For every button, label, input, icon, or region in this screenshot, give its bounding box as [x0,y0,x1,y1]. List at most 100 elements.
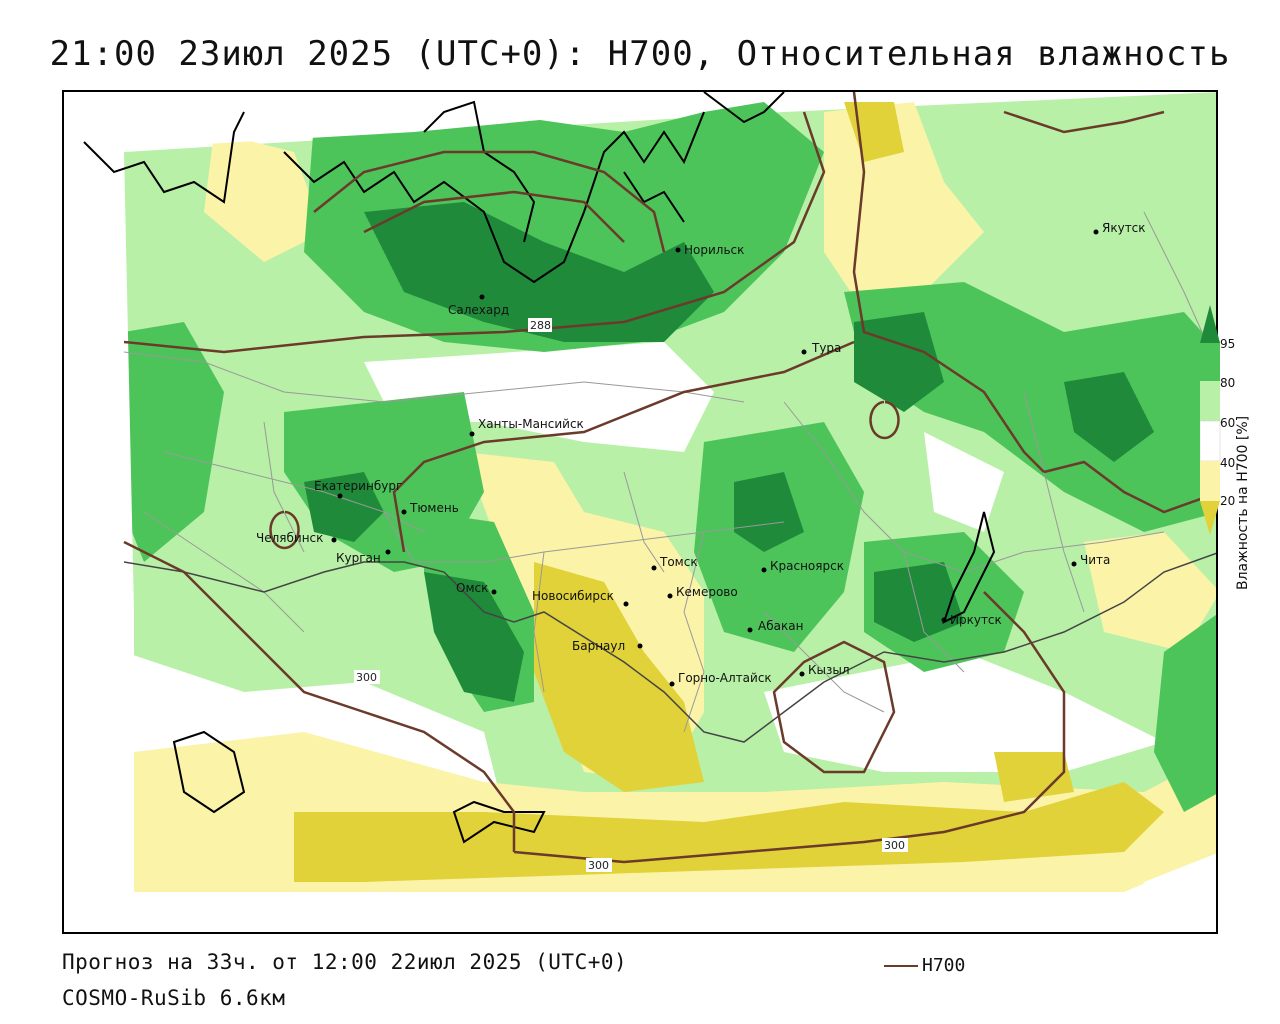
city-label: Чита [1080,553,1110,567]
city-norilsk: Норильск [675,243,744,257]
humidity-band-80-e [844,282,1216,532]
humidity-map: 288 300 300 300 Якутск Норильск Салехард… [64,92,1216,932]
contour-label-300-a: 300 [356,671,377,684]
outside-domain-bottom-right [1125,853,1216,932]
contour-inner-b [363,190,625,243]
admin-boundaries [123,211,1216,733]
humidity-band-0-a [534,562,704,792]
humidity-field [124,92,1216,892]
humidity-band-95-a [364,202,714,342]
city-yekaterinburg: Екатеринбург [314,479,402,499]
contour-288 [123,111,826,354]
city-label: Иркутск [950,613,1002,627]
contour-east [852,92,1045,473]
city-label: Курган [336,551,381,565]
contour-labels: 288 300 300 300 [354,318,908,872]
russia-border [123,552,1216,743]
colorbar-bottom-triangle [1200,501,1220,535]
humidity-band-20-d [204,132,324,262]
humidity-band-20-e [1084,532,1216,652]
humidity-band-40-d [924,432,1004,532]
humidity-band-95-c [304,472,384,542]
contour-inner-a [313,150,666,253]
city-label: Екатеринбург [314,479,402,493]
humidity-band-95-g [1064,372,1154,462]
city-chelyabinsk: Челябинск [256,531,337,545]
humidity-band-0-c [844,102,904,162]
contour-loop-small [869,400,900,440]
colorbar-top-triangle [1200,305,1220,343]
humidity-band-40-b [364,342,714,452]
city-krasnoyarsk: Красноярск [761,559,844,573]
city-chita: Чита [1071,553,1110,567]
city-yakutsk: Якутск [1093,221,1146,235]
colorbar-tick-60: 60 [1220,416,1236,430]
colorbar-tick-20: 20 [1220,494,1236,508]
h700-legend-label: H700 [922,955,966,976]
colorbar-tick-40: 40 [1220,456,1236,470]
city-barnaul: Барнаул [572,639,643,653]
contour-far-east [1043,460,1216,514]
city-gorno-altaysk: Горно-Алтайск [669,671,772,687]
city-label: Томск [659,555,698,569]
city-abakan: Абакан [747,619,803,633]
outside-domain-right-top [824,92,1216,102]
city-tura: Тура [801,341,841,355]
map-frame: 288 300 300 300 Якутск Норильск Салехард… [62,90,1218,934]
city-label: Норильск [684,243,744,257]
city-label: Омск [456,581,488,595]
model-name: COSMO-RuSib 6.6км [62,986,286,1010]
humidity-colorbar [1200,305,1221,535]
h700-line-sample [884,965,918,967]
colorbar-95 [1200,343,1220,381]
cities: Якутск Норильск Салехард Тура Ханты-Манс… [256,221,1146,687]
humidity-band-95-f [874,562,964,642]
city-label: Кемерово [676,585,738,599]
h700-legend: H700 [884,955,965,976]
city-label: Горно-Алтайск [678,671,772,685]
humidity-band-0-b [294,782,1164,882]
city-label: Красноярск [770,559,844,573]
forecast-info: Прогноз на 33ч. от 12:00 22июл 2025 (UTC… [62,950,628,974]
city-omsk: Омск [456,581,497,595]
humidity-band-80-g [124,322,224,562]
humidity-band-80-h [1154,614,1216,812]
city-label: Челябинск [256,531,323,545]
city-kurgan: Курган [336,549,391,565]
humidity-band-95-b [424,572,524,702]
city-label: Барнаул [572,639,625,653]
city-label: Тюмень [409,501,459,515]
city-kemerovo: Кемерово [667,585,738,599]
colorbar-tick-80: 80 [1220,376,1236,390]
city-label: Новосибирск [532,589,614,603]
contour-label-300-c: 300 [884,839,905,852]
colorbar-tick-95: 95 [1220,337,1236,351]
city-label: Кызыл [808,663,850,677]
city-irkutsk: Иркутск [941,613,1002,627]
city-khanty-mansiysk: Ханты-Мансийск [469,417,584,437]
city-label: Салехард [448,303,509,317]
map-title: 21:00 23июл 2025 (UTC+0): H700, Относите… [49,34,1231,74]
city-tomsk: Томск [651,555,698,571]
city-label: Тура [811,341,841,355]
colorbar-60 [1200,420,1221,462]
city-salekhard: Салехард [448,294,509,317]
contour-label-288: 288 [530,319,551,332]
colorbar-40 [1200,461,1220,501]
city-label: Абакан [758,619,803,633]
humidity-band-0-d [994,752,1074,802]
contour-loop-west [269,510,300,550]
contour-300-south [513,591,1066,864]
contour-loop-south [772,640,896,774]
outside-domain-top [64,92,784,152]
contour-300-west [123,540,516,852]
colorbar-title: Влажность на H700 [%] [1235,415,1251,590]
colorbar-80 [1200,381,1220,421]
city-novosibirsk: Новосибирск [532,589,629,607]
outside-domain-left [64,152,134,932]
city-label: Ханты-Мансийск [478,417,584,431]
humidity-band-95-e [734,472,804,552]
contour-label-300-b: 300 [588,859,609,872]
contour-ne [1003,110,1165,134]
city-label: Якутск [1102,221,1146,235]
